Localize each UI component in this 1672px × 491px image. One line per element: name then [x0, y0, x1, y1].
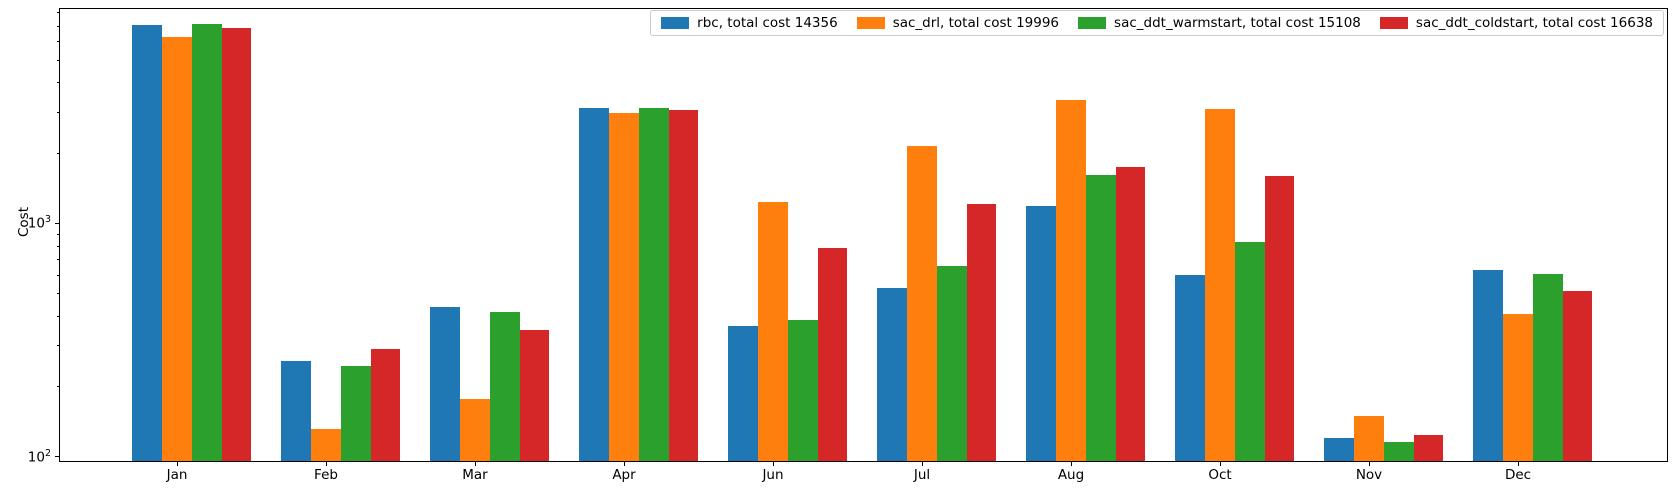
bar-rbc-apr [579, 107, 610, 461]
x-tick-label: Feb [314, 467, 338, 483]
bar-sac_drl-nov [1354, 416, 1384, 461]
x-tick-label: Apr [612, 467, 636, 483]
y-minor-tick-mark [57, 386, 60, 388]
legend-swatch-sac_ddt_coldstart [1379, 17, 1408, 29]
bar-sac_drl-jun [758, 202, 788, 461]
legend-label: sac_drl, total cost 19996 [892, 15, 1060, 31]
x-tick-mark [474, 461, 476, 466]
legend-swatch-sac_drl [856, 17, 885, 29]
bar-sac_ddt_warmstart-apr [638, 108, 669, 461]
y-tick-label: 102 [27, 447, 51, 466]
y-minor-tick-mark [57, 274, 60, 276]
y-tick-exponent: 2 [44, 447, 51, 459]
bar-sac_drl-jul [907, 145, 937, 461]
bar-sac_ddt_warmstart-jun [787, 319, 818, 461]
bar-sac_ddt_warmstart-jul [936, 266, 967, 461]
bar-rbc-oct [1175, 275, 1206, 461]
bar-sac_drl-feb [311, 429, 341, 461]
x-tick-label: Dec [1504, 467, 1532, 483]
y-minor-tick-mark [57, 82, 60, 84]
bar-rbc-aug [1026, 206, 1057, 461]
bar-sac_drl-apr [609, 113, 639, 461]
bar-sac_ddt_coldstart-nov [1413, 435, 1444, 461]
legend-label: rbc, total cost 14356 [697, 15, 838, 31]
legend-entry-sac_ddt_warmstart: sac_ddt_warmstart, total cost 15108 [1078, 15, 1361, 31]
y-minor-tick-mark [57, 345, 60, 346]
y-minor-tick-mark [57, 233, 60, 235]
bar-sac_drl-aug [1056, 99, 1086, 461]
bar-sac_ddt_warmstart-mar [489, 311, 520, 461]
bar-sac_ddt_warmstart-jan [191, 24, 222, 461]
bar-sac_ddt_warmstart-nov [1383, 441, 1414, 461]
x-tick-label: Jan [166, 467, 188, 483]
bar-rbc-dec [1473, 270, 1504, 461]
bar-sac_ddt_warmstart-aug [1085, 174, 1116, 461]
bar-sac_ddt_coldstart-aug [1115, 167, 1146, 461]
y-minor-tick-mark [57, 25, 60, 27]
x-tick-mark [921, 461, 923, 466]
bar-sac_ddt_coldstart-feb [370, 348, 401, 461]
bar-rbc-jul [877, 287, 908, 461]
x-tick-mark [1219, 461, 1221, 466]
legend-entry-rbc: rbc, total cost 14356 [661, 15, 838, 31]
legend: rbc, total cost 14356 sac_drl, total cost… [650, 10, 1664, 36]
bar-rbc-feb [281, 360, 312, 461]
x-tick-mark [1517, 461, 1519, 466]
y-minor-tick-mark [57, 293, 60, 295]
bar-sac_ddt_coldstart-jun [817, 247, 848, 461]
x-tick-mark [325, 461, 327, 466]
bar-sac_ddt_coldstart-jan [221, 27, 252, 461]
bar-sac_ddt_coldstart-jul [966, 204, 997, 461]
legend-label: sac_ddt_coldstart, total cost 16638 [1415, 15, 1653, 31]
x-tick-label: Aug [1057, 467, 1085, 483]
bar-sac_drl-dec [1503, 314, 1533, 461]
bar-sac_drl-oct [1205, 108, 1235, 461]
y-tick-label: 103 [27, 214, 51, 232]
y-minor-tick-mark [57, 245, 60, 247]
bar-rbc-jun [728, 325, 759, 461]
bar-sac_ddt_coldstart-dec [1562, 290, 1593, 461]
legend-entry-sac_ddt_coldstart: sac_ddt_coldstart, total cost 16638 [1379, 15, 1653, 31]
bar-sac_ddt_coldstart-mar [519, 330, 550, 461]
x-tick-mark [1070, 461, 1072, 466]
x-tick-mark [176, 461, 178, 466]
y-minor-tick-mark [57, 41, 60, 43]
x-tick-mark [623, 461, 625, 466]
bar-rbc-mar [430, 307, 461, 461]
y-tick-exponent: 3 [44, 214, 51, 226]
y-major-tick-mark [55, 222, 60, 224]
legend-swatch-rbc [661, 17, 690, 29]
plot-area: Jan Feb Mar Apr Jun Jul Aug Oct Nov Dec 102 103 rbc,… [28, 8, 1668, 482]
bar-sac_ddt_warmstart-dec [1532, 273, 1563, 461]
x-tick-label: Jun [762, 467, 784, 483]
bar-sac_ddt_warmstart-oct [1234, 241, 1265, 461]
legend-swatch-sac_ddt_warmstart [1078, 17, 1107, 29]
x-tick-label: Jul [913, 467, 931, 483]
bar-sac_drl-mar [460, 398, 490, 461]
bar-sac_drl-jan [162, 36, 192, 461]
legend-entry-sac_drl: sac_drl, total cost 19996 [856, 15, 1060, 31]
x-tick-mark [772, 461, 774, 466]
x-tick-label: Oct [1208, 467, 1232, 483]
x-tick-label: Mar [462, 467, 488, 483]
bar-rbc-nov [1324, 437, 1355, 461]
x-tick-mark [1368, 461, 1370, 466]
y-minor-tick-mark [57, 59, 60, 61]
y-minor-tick-mark [57, 111, 60, 113]
y-minor-tick-mark [57, 152, 60, 154]
bar-sac_ddt_coldstart-apr [668, 110, 699, 461]
bar-rbc-jan [132, 24, 163, 461]
x-tick-label: Nov [1355, 467, 1383, 483]
bar-sac_ddt_coldstart-oct [1264, 175, 1295, 461]
y-minor-tick-mark [57, 315, 60, 317]
y-major-tick-mark [55, 456, 60, 458]
legend-label: sac_ddt_warmstart, total cost 15108 [1114, 15, 1361, 31]
bar-sac_ddt_warmstart-feb [340, 366, 371, 461]
y-minor-tick-mark [57, 259, 60, 261]
y-minor-tick-mark [57, 12, 60, 14]
